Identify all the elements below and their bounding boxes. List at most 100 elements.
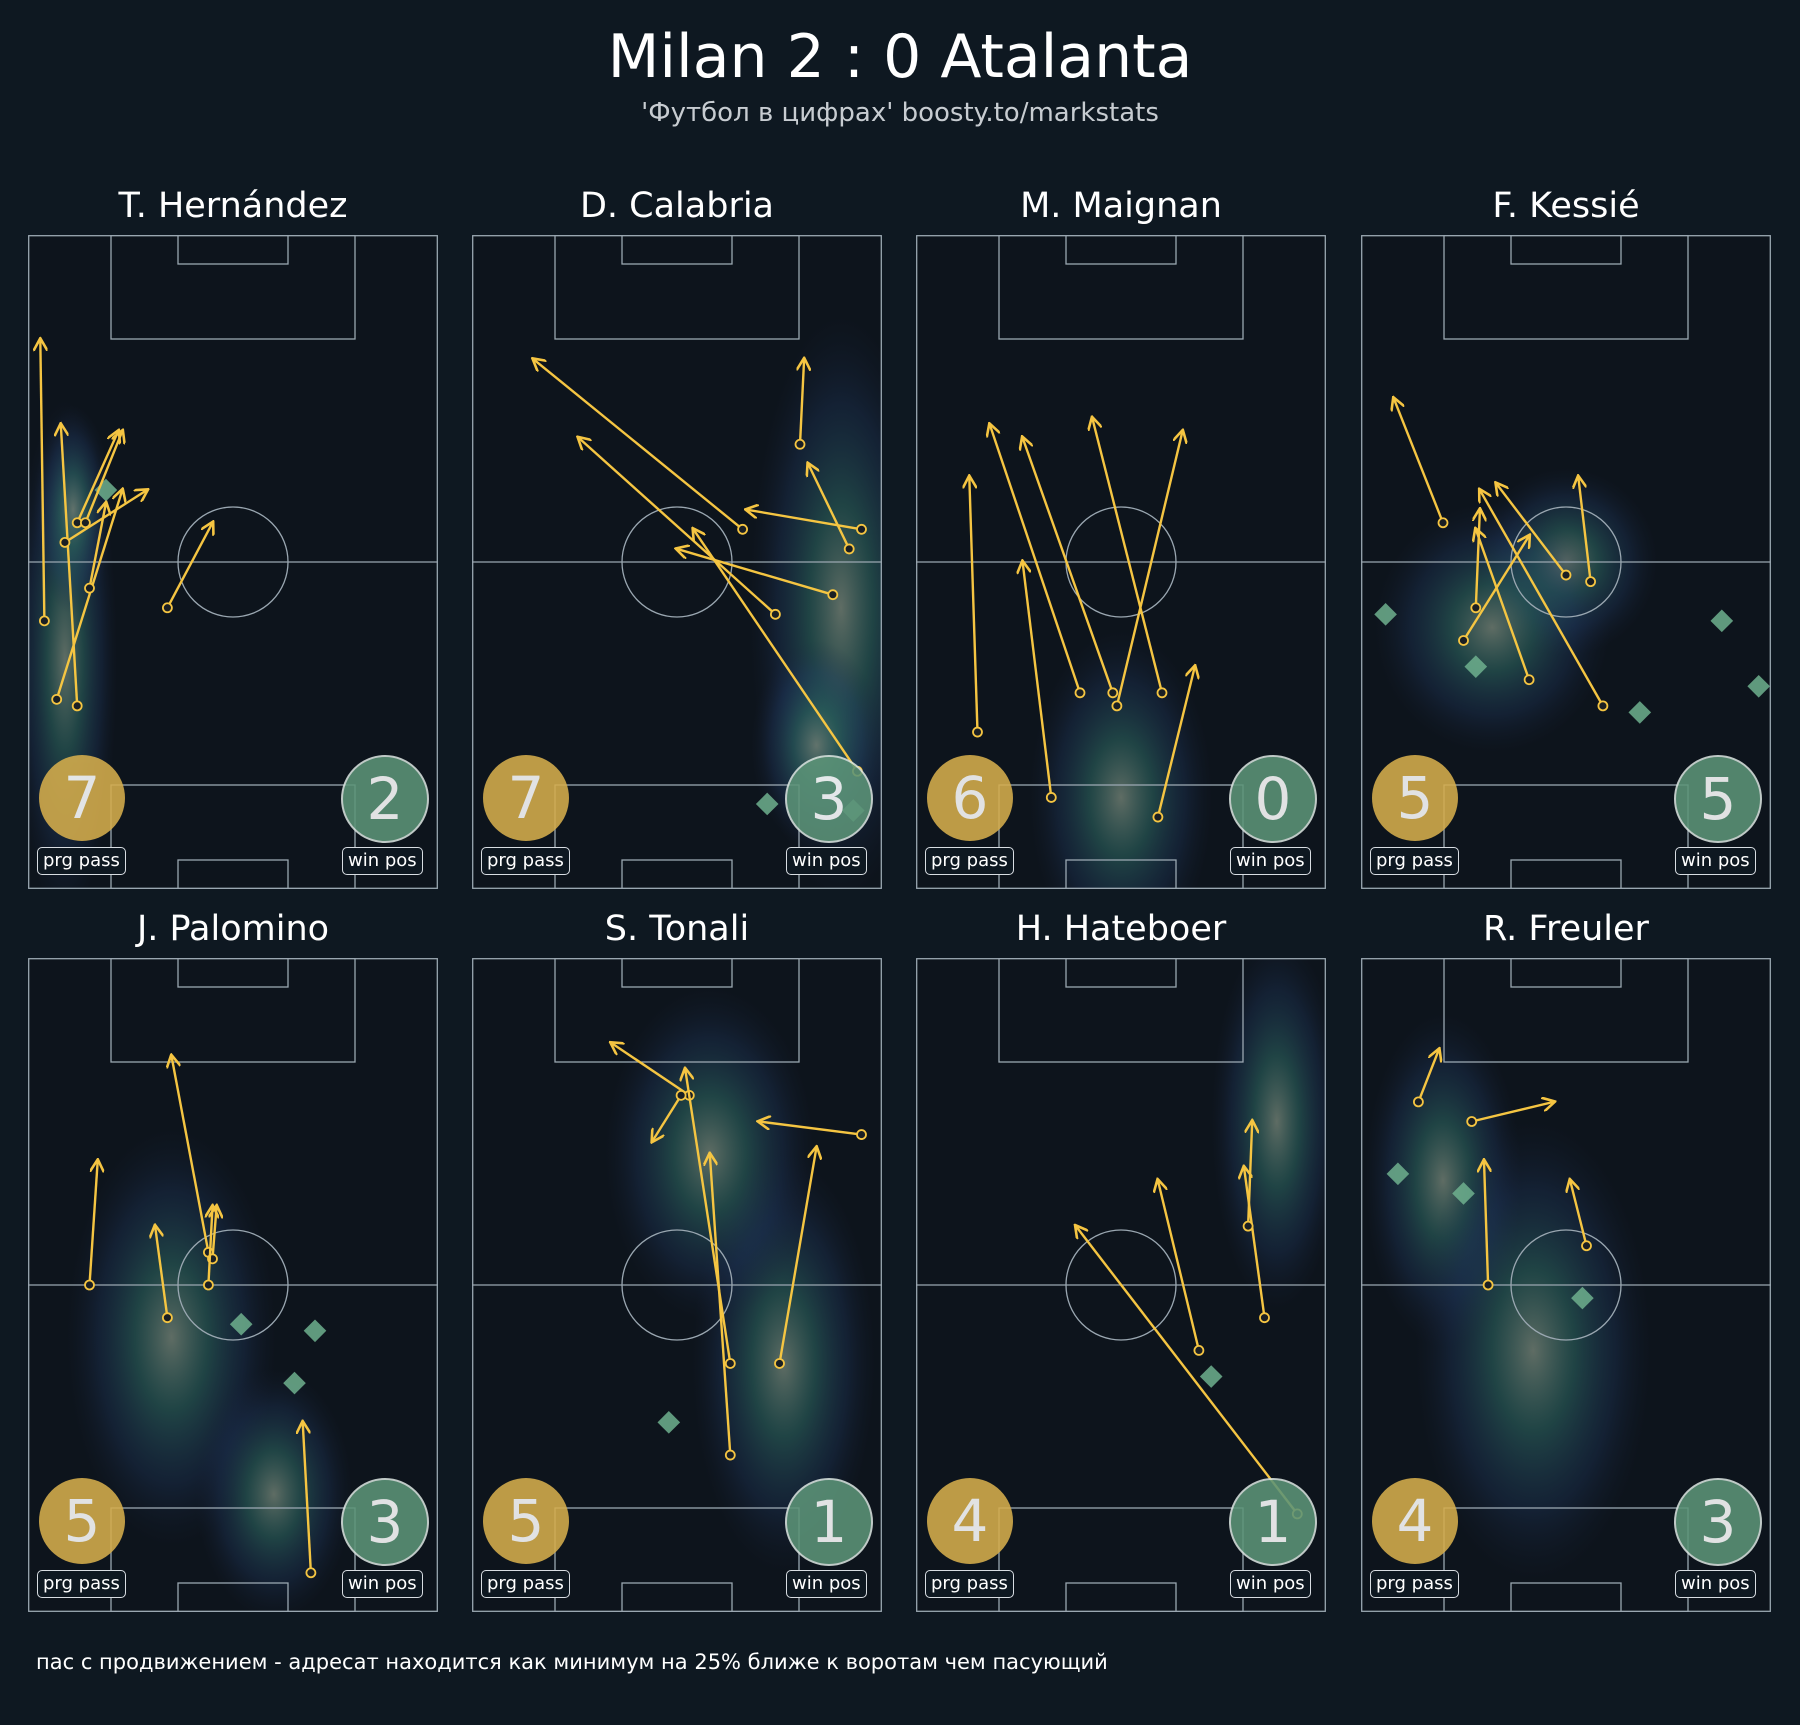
prg-pass-count-badge: 6 xyxy=(927,755,1013,841)
progressive-pass-arrow xyxy=(59,490,146,548)
progressive-pass-arrow xyxy=(1394,399,1449,529)
progressive-pass-arrow xyxy=(808,464,855,555)
progressive-pass-arrow xyxy=(774,1148,816,1369)
progressive-pass-arrow xyxy=(759,1122,867,1140)
chart-subtitle: 'Футбол в цифрах' boosty.to/markstats xyxy=(641,98,1159,128)
win-pos-marker xyxy=(1452,1182,1475,1205)
win-pos-label: win pos xyxy=(1675,1570,1756,1598)
pitch-lines xyxy=(472,235,882,889)
progressive-pass-arrow xyxy=(1023,562,1057,803)
progressive-pass-arrow xyxy=(71,431,119,529)
progressive-pass-arrow xyxy=(303,1422,317,1579)
chart-title: Milan 2 : 0 Atalanta xyxy=(607,22,1193,92)
footnote: пас с продвижением - адресат находится к… xyxy=(36,1650,1108,1674)
pitch-lines xyxy=(28,958,438,1612)
win-pos-label: win pos xyxy=(1675,847,1756,875)
progressive-pass-arrow xyxy=(1570,1180,1592,1252)
progressive-pass-arrow xyxy=(1484,1161,1494,1291)
player-panel: S. Tonali 5 1 prg pass win pos xyxy=(472,891,882,1612)
density-blob xyxy=(1211,958,1326,1310)
win-pos-label: win pos xyxy=(786,1570,867,1598)
player-panel: T. Hernández 7 2 prg pass win pos xyxy=(28,168,438,889)
progressive-pass-arrow xyxy=(61,425,83,712)
win-pos-marker xyxy=(755,792,779,816)
progressive-pass-arrow xyxy=(40,340,50,627)
win-pos-label: win pos xyxy=(342,847,423,875)
win-pos-marker xyxy=(1628,701,1652,724)
player-name: R. Freuler xyxy=(1483,909,1649,949)
win-pos-count-badge: 3 xyxy=(341,1478,429,1566)
progressive-pass-arrow xyxy=(161,523,213,614)
pitch-lines xyxy=(472,958,882,1612)
prg-pass-label: prg pass xyxy=(925,847,1014,875)
progressive-pass-arrow xyxy=(990,425,1086,699)
prg-pass-count-badge: 4 xyxy=(1372,1478,1458,1564)
player-panel: M. Maignan 6 0 prg pass win pos xyxy=(916,168,1326,889)
progressive-pass-arrow xyxy=(747,510,867,535)
progressive-pass-arrow xyxy=(534,359,749,535)
prg-pass-label: prg pass xyxy=(37,1570,126,1598)
player-name: D. Calabria xyxy=(579,186,775,226)
density-blob xyxy=(1374,501,1611,753)
progressive-pass-arrow xyxy=(1466,1102,1554,1127)
win-pos-count-badge: 5 xyxy=(1674,755,1762,843)
player-name: H. Hateboer xyxy=(1015,909,1227,949)
player-name: J. Palomino xyxy=(136,909,330,949)
progressive-pass-arrow xyxy=(1152,667,1194,823)
pitch-lines xyxy=(916,235,1326,889)
player-name: T. Hernández xyxy=(118,186,348,226)
prg-pass-label: prg pass xyxy=(37,847,126,875)
progressive-pass-arrow xyxy=(155,1226,173,1324)
win-pos-label: win pos xyxy=(786,847,867,875)
progressive-pass-arrow xyxy=(579,438,781,620)
win-pos-count-badge: 3 xyxy=(1674,1478,1762,1566)
win-pos-count-badge: 3 xyxy=(785,755,873,843)
prg-pass-label: prg pass xyxy=(481,1570,570,1598)
prg-pass-count-badge: 5 xyxy=(39,1478,125,1564)
win-pos-label: win pos xyxy=(1230,847,1311,875)
win-pos-count-badge: 0 xyxy=(1229,755,1317,843)
prg-pass-count-badge: 5 xyxy=(1372,755,1458,841)
progressive-pass-arrow xyxy=(1496,484,1572,581)
prg-pass-label: prg pass xyxy=(481,847,570,875)
progressive-pass-arrow xyxy=(202,1207,213,1291)
density-blob xyxy=(1415,1120,1652,1581)
density-blob xyxy=(33,405,113,615)
progressive-pass-arrow xyxy=(1242,1122,1253,1232)
progressive-pass-arrow xyxy=(84,1161,98,1291)
progressive-pass-arrow xyxy=(1413,1050,1439,1108)
player-name: S. Tonali xyxy=(604,909,750,949)
prg-pass-label: prg pass xyxy=(925,1570,1014,1598)
progressive-pass-arrow xyxy=(80,431,122,529)
prg-pass-count-badge: 4 xyxy=(927,1478,1013,1564)
player-name: M. Maignan xyxy=(1020,186,1222,226)
progressive-pass-arrow xyxy=(652,1089,687,1141)
prg-pass-label: prg pass xyxy=(1370,1570,1459,1598)
win-pos-label: win pos xyxy=(342,1570,423,1598)
prg-pass-count-badge: 5 xyxy=(483,1478,569,1564)
win-pos-marker xyxy=(1710,609,1734,633)
progressive-pass-arrow xyxy=(1244,1167,1270,1324)
pitch-lines xyxy=(1361,958,1771,1612)
win-pos-marker xyxy=(1386,1162,1410,1186)
win-pos-marker xyxy=(1747,674,1771,698)
prg-pass-count-badge: 7 xyxy=(39,755,125,841)
progressive-pass-arrow xyxy=(677,549,839,601)
progressive-pass-arrow xyxy=(1158,1180,1205,1356)
progressive-pass-arrow xyxy=(710,1154,736,1461)
density-blob xyxy=(604,986,815,1322)
win-pos-marker xyxy=(1199,1365,1223,1388)
progressive-pass-arrow xyxy=(1480,490,1609,712)
progressive-pass-arrow xyxy=(51,490,122,705)
progressive-pass-arrow xyxy=(969,477,983,738)
progressive-pass-arrow xyxy=(685,1069,736,1369)
prg-pass-label: prg pass xyxy=(1370,847,1459,875)
win-pos-count-badge: 1 xyxy=(785,1478,873,1566)
progressive-pass-arrow xyxy=(1476,529,1535,686)
player-panel: J. Palomino 5 3 prg pass win pos xyxy=(28,891,438,1612)
progressive-pass-arrow xyxy=(1578,477,1597,588)
player-panel: H. Hateboer 4 1 prg pass win pos xyxy=(916,891,1326,1612)
progressive-pass-arrow xyxy=(1092,418,1168,699)
progressive-pass-arrow xyxy=(1023,438,1119,699)
